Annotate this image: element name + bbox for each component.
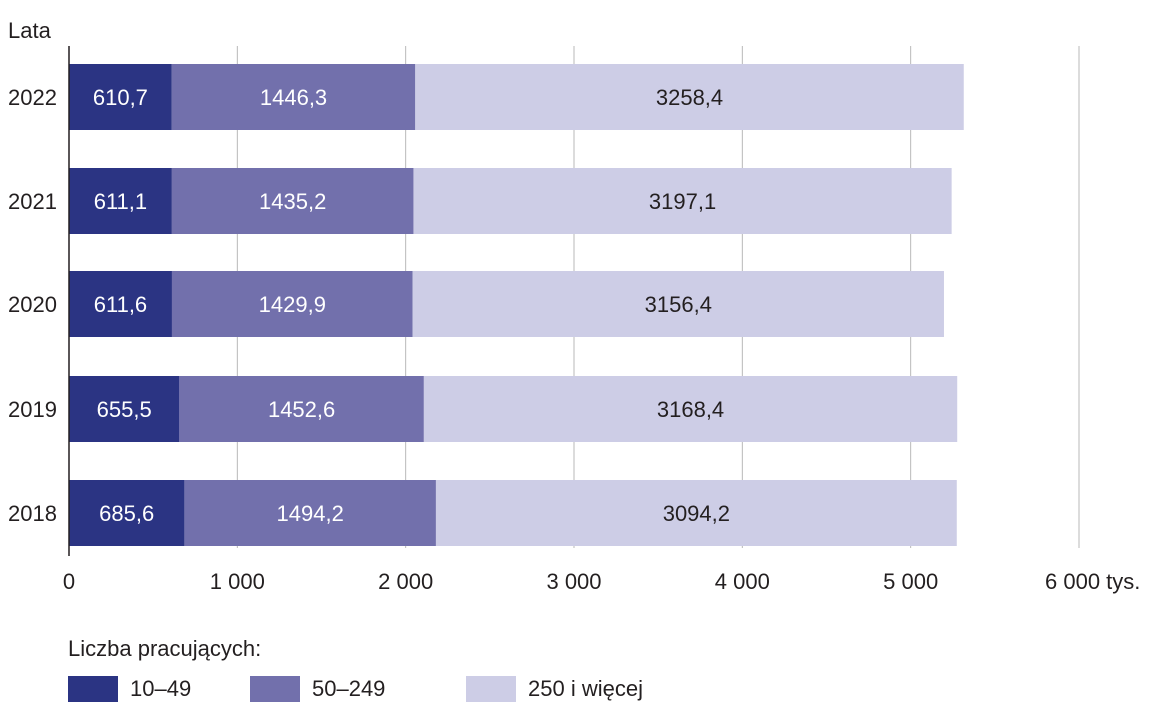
legend-label: 250 i więcej: [528, 676, 643, 701]
legend-title: Liczba pracujących:: [68, 636, 262, 661]
legend-item-series-2: 250 i więcej: [466, 676, 643, 702]
data-label-2022-series-1: 1446,3: [260, 85, 327, 110]
x-tick-label-4000: 4 000: [715, 569, 770, 594]
legend-swatch: [466, 676, 516, 702]
data-label-2018-series-0: 685,6: [99, 501, 154, 526]
x-tick-label-2000: 2 000: [378, 569, 433, 594]
bar-2021-series-1: [171, 168, 414, 234]
bar-2022-series-1: [171, 64, 416, 130]
bar-2022-series-2: [415, 64, 964, 130]
data-label-2019-series-1: 1452,6: [268, 397, 335, 422]
data-label-2018-series-1: 1494,2: [277, 501, 344, 526]
data-label-2019-series-0: 655,5: [97, 397, 152, 422]
y-tick-label-2021: 2021: [8, 189, 57, 214]
bar-2020-series-2: [412, 271, 944, 337]
y-tick-label-2022: 2022: [8, 85, 57, 110]
data-label-2022-series-2: 3258,4: [656, 85, 723, 110]
bar-2018-series-2: [435, 480, 957, 546]
bar-2020-series-1: [171, 271, 413, 337]
bar-2022-series-0: [69, 64, 172, 130]
legend-swatch: [68, 676, 118, 702]
legend: Liczba pracujących: 10–49 50–249 250 i wię…: [68, 636, 643, 702]
bar-2021-series-2: [413, 168, 952, 234]
legend-item-series-1: 50–249: [250, 676, 385, 702]
y-tick-label-2020: 2020: [8, 292, 57, 317]
x-tick-label-6000: 6 000 tys.: [1045, 569, 1140, 594]
x-tick-label-5000: 5 000: [883, 569, 938, 594]
data-label-2020-series-2: 3156,4: [645, 292, 712, 317]
legend-label: 50–249: [312, 676, 386, 701]
data-label-2021-series-0: 611,1: [94, 189, 147, 214]
y-tick-label-2019: 2019: [8, 397, 57, 422]
data-label-2020-series-1: 1429,9: [259, 292, 326, 317]
bar-2018-series-0: [69, 480, 185, 546]
legend-label: 10–49: [130, 676, 192, 701]
bar-2019-series-1: [179, 376, 424, 442]
x-tick-label-0: 0: [63, 569, 75, 594]
legend-swatch: [250, 676, 300, 702]
y-axis-title: Lata: [8, 18, 52, 43]
bar-2021-series-0: [69, 168, 172, 234]
x-tick-label-3000: 3 000: [546, 569, 601, 594]
bar-2018-series-1: [184, 480, 436, 546]
bars: 610,7 1446,3 3258,4 611,1 1435,2 3197,1 611,6 1…: [69, 64, 964, 546]
data-label-2018-series-2: 3094,2: [663, 501, 730, 526]
y-tick-label-2018: 2018: [8, 501, 57, 526]
x-tick-label-1000: 1 000: [210, 569, 265, 594]
legend-item-series-0: 10–49: [68, 676, 191, 702]
data-label-2020-series-0: 611,6: [94, 292, 147, 317]
bar-2019-series-0: [69, 376, 180, 442]
data-label-2019-series-2: 3168,4: [657, 397, 724, 422]
data-label-2021-series-1: 1435,2: [259, 189, 326, 214]
bar-2020-series-0: [69, 271, 172, 337]
bar-2019-series-2: [423, 376, 958, 442]
data-label-2022-series-0: 610,7: [93, 85, 148, 110]
data-label-2021-series-2: 3197,1: [649, 189, 716, 214]
axes: 2022 2021 2020 2019 2018 0 1 000 2 000 3 000 4 00…: [8, 46, 1140, 594]
